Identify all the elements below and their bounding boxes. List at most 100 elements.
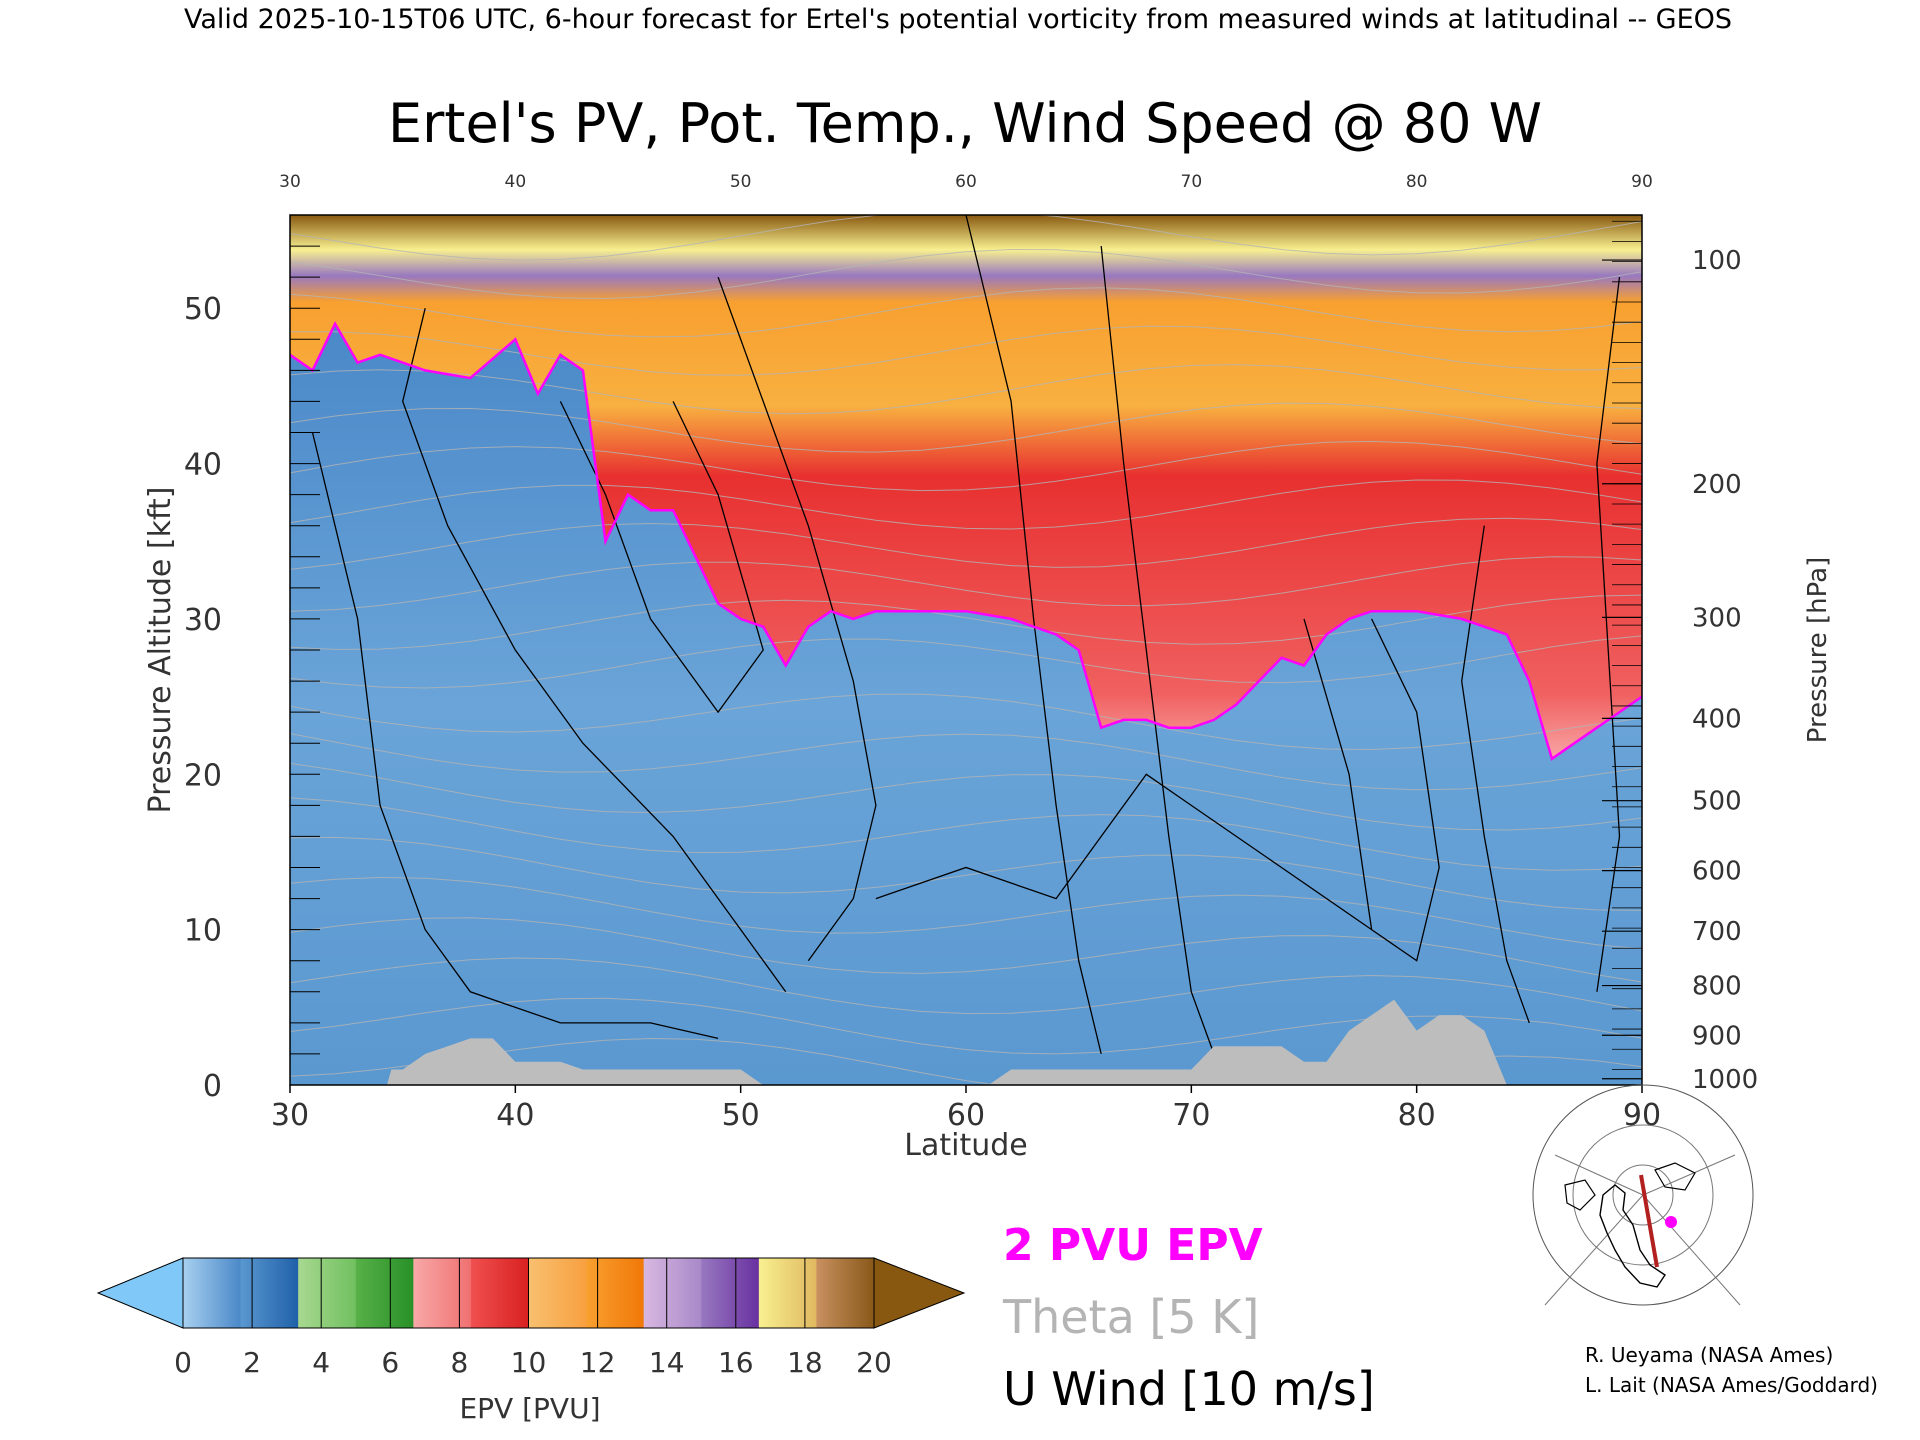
colorbar-segment: [816, 1258, 875, 1328]
theta-contour-line: [290, 733, 1642, 791]
theta-contour-line: [290, 325, 1642, 376]
pressure-tick-label: 400: [1692, 704, 1742, 734]
plot-area: [290, 215, 1642, 1085]
theta-contour-line: [290, 594, 1642, 650]
credit-line-2: L. Lait (NASA Ames/Goddard): [1585, 1373, 1878, 1397]
theta-contour-line: [290, 364, 1642, 415]
x-tick-label: 70: [1172, 1098, 1210, 1133]
wind-contour-line: [1461, 525, 1530, 1024]
pvu-2-contour: [290, 321, 1642, 761]
x-tick-label: 50: [722, 1098, 760, 1133]
theta-contour-line: [290, 517, 1642, 570]
x-axis-label: Latitude: [904, 1128, 1027, 1163]
wind-contour-line: [875, 773, 1372, 931]
colorbar-tick-label: 14: [649, 1346, 685, 1379]
colorbar-tick-label: 2: [243, 1346, 261, 1379]
theta-contour-line: [290, 287, 1642, 338]
pressure-tick-label: 500: [1692, 787, 1742, 817]
theta-contour-line: [290, 957, 1642, 1015]
colorbar-segment: [240, 1258, 299, 1328]
pressure-tick-label: 300: [1692, 603, 1742, 633]
pressure-tick-label: 600: [1692, 857, 1742, 887]
colorbar-segment: [355, 1258, 414, 1328]
x-top-tick-label: 50: [730, 172, 752, 192]
colorbar-tick-label: 20: [856, 1346, 892, 1379]
colorbar: 0 2 4 6 8 10 12 14 16 18 20: [96, 1257, 966, 1379]
theta-contour-line: [290, 635, 1642, 689]
pressure-tick-label: 200: [1692, 470, 1742, 500]
colorbar-label: EPV [PVU]: [459, 1392, 600, 1425]
colorbar-segment: [528, 1258, 587, 1328]
axes: 3030404050506060707080809090010203040501…: [184, 172, 1758, 1133]
wind-contour-line: [1100, 246, 1215, 1055]
colorbar-segment: [470, 1258, 529, 1328]
x-top-tick-label: 40: [505, 172, 527, 192]
colorbar-tick-label: 6: [381, 1346, 399, 1379]
theta-contour-line: [290, 876, 1642, 950]
inset-map: [1532, 1084, 1754, 1306]
u-wind-contours: [311, 215, 1621, 1055]
troposphere-fill: [290, 323, 1642, 1085]
y-tick-label: 50: [184, 292, 222, 327]
x-tick-label: 40: [496, 1098, 534, 1133]
valid-line: Valid 2025-10-15T06 UTC, 6-hour forecast…: [184, 4, 1732, 35]
x-top-tick-label: 30: [279, 172, 301, 192]
x-tick-label: 80: [1398, 1098, 1436, 1133]
theta-contour-line: [290, 215, 1642, 261]
chart-title: Ertel's PV, Pot. Temp., Wind Speed @ 80 …: [388, 92, 1542, 155]
wind-contour-line: [1303, 618, 1440, 962]
wind-contour-line: [965, 215, 1102, 1055]
colorbar-tick-label: 10: [511, 1346, 547, 1379]
y-tick-label: 20: [184, 758, 222, 793]
theta-contour-line: [290, 248, 1642, 300]
legend-wind: U Wind [10 m/s]: [1003, 1362, 1375, 1416]
colorbar-tick-label: 0: [174, 1346, 192, 1379]
colorbar-segment: [643, 1258, 702, 1328]
x-top-tick-label: 80: [1406, 172, 1428, 192]
y-tick-label: 10: [184, 914, 222, 949]
wind-contour-line: [311, 432, 719, 1040]
colorbar-over-arrow: [873, 1257, 966, 1329]
legend-epv: 2 PVU EPV: [1003, 1220, 1263, 1271]
colorbar-tick-label: 12: [580, 1346, 616, 1379]
colorbar-segment: [758, 1258, 817, 1328]
theta-contour-line: [290, 479, 1642, 530]
colorbar-segment: [298, 1258, 357, 1328]
y-tick-label: 0: [203, 1069, 222, 1104]
colorbar-segment: [701, 1258, 760, 1328]
colorbar-tick-label: 18: [787, 1346, 823, 1379]
theta-contour-line: [290, 693, 1642, 751]
x-tick-label: 30: [271, 1098, 309, 1133]
x-top-tick-label: 90: [1631, 172, 1653, 192]
pressure-tick-label: 800: [1692, 972, 1742, 1002]
wind-contour-line: [402, 308, 787, 993]
colorbar-under-arrow: [96, 1257, 184, 1329]
pressure-tick-label: 900: [1692, 1021, 1742, 1051]
colorbar-tick-label: 16: [718, 1346, 754, 1379]
terrain-fill: [290, 999, 1642, 1085]
y-axis-label: Pressure Altitude [kft]: [143, 487, 178, 814]
y-tick-label: 40: [184, 448, 222, 483]
x-top-tick-label: 60: [955, 172, 977, 192]
wind-contour-line: [1596, 277, 1621, 992]
theta-contour-line: [290, 997, 1642, 1055]
colorbar-segment: [413, 1258, 472, 1328]
x-top-tick-label: 70: [1181, 172, 1203, 192]
wind-contour-line: [559, 401, 764, 714]
y2-axis-label: Pressure [hPa]: [1803, 557, 1833, 744]
pressure-tick-label: 700: [1692, 917, 1742, 947]
credit-line-1: R. Ueyama (NASA Ames): [1585, 1343, 1833, 1367]
colorbar-tick-label: 8: [450, 1346, 468, 1379]
x-tick-label: 60: [947, 1098, 985, 1133]
theta-contour-line: [290, 836, 1642, 911]
x-tick-label: 90: [1623, 1098, 1661, 1133]
y-tick-label: 30: [184, 603, 222, 638]
pressure-tick-label: 100: [1692, 246, 1742, 276]
wind-contour-line: [717, 276, 877, 962]
pressure-tick-label: 1000: [1692, 1065, 1758, 1095]
colorbar-tick-label: 4: [312, 1346, 330, 1379]
legend-theta: Theta [5 K]: [1002, 1290, 1259, 1344]
theta-contour-line: [290, 797, 1642, 871]
theta-contour-line: [290, 917, 1642, 983]
